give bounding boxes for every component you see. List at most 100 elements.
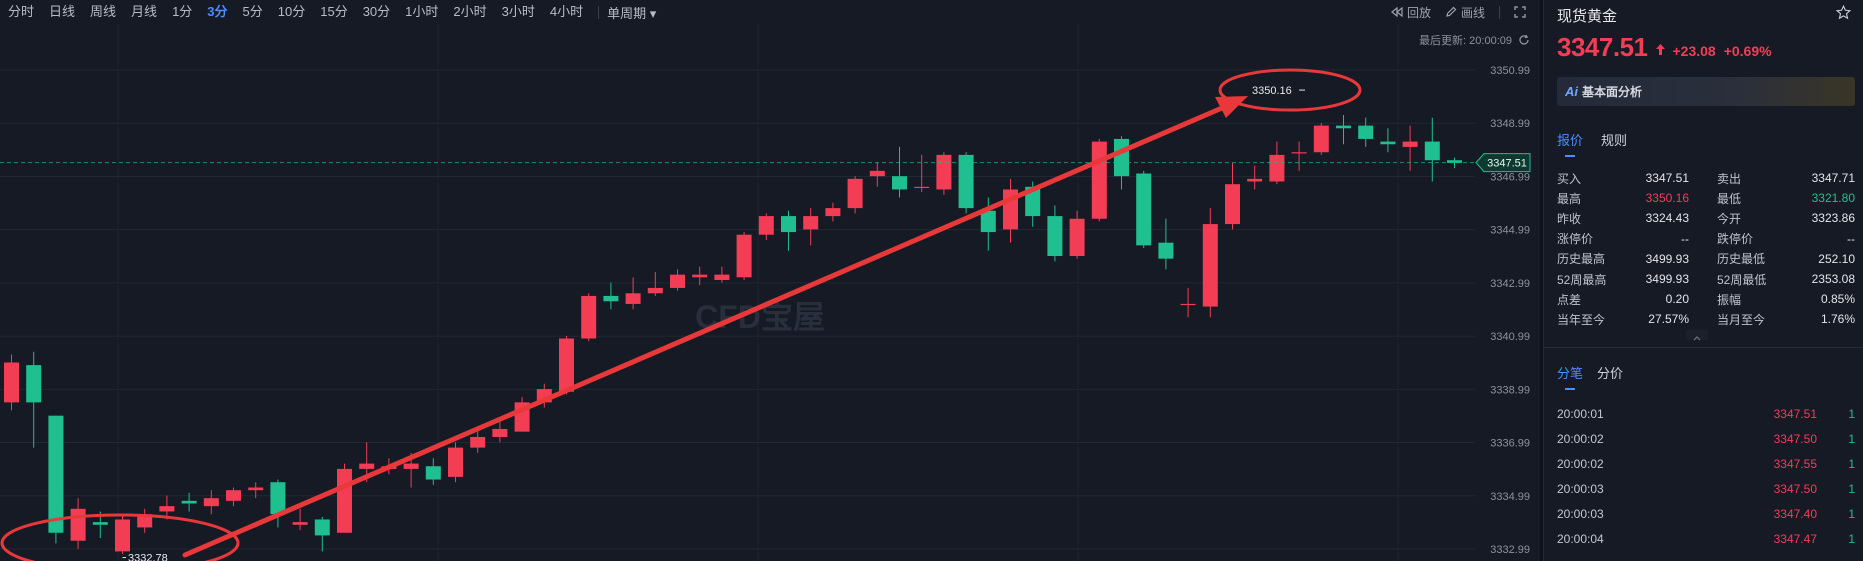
quote-value: 0.20 xyxy=(1665,292,1689,307)
candle-body xyxy=(559,338,574,392)
tick-vol: 1 xyxy=(1848,482,1855,496)
period-3[interactable]: 月线 xyxy=(131,4,158,19)
period-4[interactable]: 1分 xyxy=(172,4,193,19)
candle-body xyxy=(425,466,441,480)
ai-fundamental-analysis-button[interactable]: Ai 基本面分析 xyxy=(1557,77,1855,106)
candle-body xyxy=(825,208,841,217)
quote-label: 买入 xyxy=(1557,171,1582,186)
chart-tools: 回放 画线 xyxy=(1377,0,1530,24)
chart-area[interactable]: 3350.99 3348.99 3346.99 3344.99 3342.99 3340.… xyxy=(0,0,1540,561)
single-period-dropdown[interactable]: 单周期 ▾ xyxy=(607,5,657,21)
refresh-icon[interactable] xyxy=(1518,34,1530,46)
candle-body xyxy=(492,428,508,437)
candle-body xyxy=(337,468,352,533)
y-tick-label: 3342.99 xyxy=(1490,278,1530,290)
candle-body xyxy=(203,498,219,507)
period-11[interactable]: 2小时 xyxy=(453,4,487,19)
tick-time: 20:00:03 xyxy=(1557,507,1604,521)
quote-label: 当年至今 xyxy=(1557,312,1606,327)
quote-value: 3323.86 xyxy=(1811,211,1855,226)
candle-body xyxy=(48,415,64,533)
tick-price: 3347.50 xyxy=(1773,482,1817,496)
low-annotation: 3332.78 xyxy=(128,553,168,561)
period-2[interactable]: 周线 xyxy=(90,4,117,19)
trend-arrow-shaft xyxy=(182,105,1225,558)
period-9[interactable]: 30分 xyxy=(362,4,391,19)
pencil-icon xyxy=(1446,6,1457,17)
candle-body xyxy=(1047,216,1063,257)
replay-label: 回放 xyxy=(1406,5,1431,20)
candle-body xyxy=(1158,242,1174,259)
collapse-handle[interactable] xyxy=(1686,330,1708,341)
candle-body xyxy=(137,514,153,528)
candle-body xyxy=(936,154,952,190)
quote-row: 历史最高 3499.93 历史最低 252.10 xyxy=(1557,249,1855,269)
period-6[interactable]: 5分 xyxy=(242,4,263,19)
period-0[interactable]: 分时 xyxy=(8,4,35,19)
period-7[interactable]: 10分 xyxy=(277,4,306,19)
chevron-up-icon xyxy=(1693,336,1701,341)
candle-body xyxy=(914,186,930,189)
quote-label: 当月至今 xyxy=(1717,312,1766,327)
period-1[interactable]: 日线 xyxy=(49,4,76,19)
quote-value: 2353.08 xyxy=(1811,272,1855,287)
y-tick-label: 3338.99 xyxy=(1490,384,1530,396)
candle-body xyxy=(847,178,863,209)
candle-body xyxy=(270,482,286,515)
draw-line-button[interactable]: 画线 xyxy=(1445,4,1485,21)
ai-logo-icon: Ai xyxy=(1565,84,1578,99)
quote-row: 涨停价 -- 跌停价 -- xyxy=(1557,229,1855,249)
candle-body xyxy=(670,274,685,288)
tab-rules[interactable]: 规则 xyxy=(1601,133,1628,148)
tick-time: 20:00:02 xyxy=(1557,457,1604,471)
candle-body xyxy=(248,487,264,491)
panel-divider[interactable] xyxy=(1540,0,1543,561)
period-8[interactable]: 15分 xyxy=(320,4,348,19)
tab-price-distribution[interactable]: 分价 xyxy=(1597,366,1624,381)
candle-body xyxy=(448,447,463,477)
period-10[interactable]: 1小时 xyxy=(405,4,439,19)
quote-panel: 现货黄金 3347.51 +23.08 +0.69% Ai 基本面分析 报价 规… xyxy=(1543,0,1863,561)
quote-row: 买入 3347.51 卖出 3347.71 xyxy=(1557,168,1855,188)
replay-button[interactable]: 回放 xyxy=(1391,4,1431,21)
period-toolbar: 分时 日线 周线 月线 1分 3分 5分 10分 15分 30分 1小时 2小时 3小时 4小时 单周期 … xyxy=(0,0,1540,24)
y-tick-label: 3346.99 xyxy=(1490,171,1530,183)
tick-row: 20:00:02 3347.55 1 xyxy=(1557,455,1855,473)
tab-ticks[interactable]: 分笔 xyxy=(1557,363,1583,390)
tick-price: 3347.55 xyxy=(1773,457,1817,471)
candle-body xyxy=(1269,154,1285,182)
period-12[interactable]: 3小时 xyxy=(501,4,535,19)
toolbar-divider xyxy=(1499,5,1500,19)
section-divider xyxy=(1544,347,1863,348)
period-5[interactable]: 3分 xyxy=(207,4,228,19)
quote-label: 昨收 xyxy=(1557,211,1582,226)
period-13[interactable]: 4小时 xyxy=(549,4,584,19)
tab-quote[interactable]: 报价 xyxy=(1557,130,1583,157)
candle-body xyxy=(4,362,19,403)
tick-time: 20:00:02 xyxy=(1557,432,1604,446)
tick-list[interactable]: 20:00:01 3347.51 1 20:00:02 3347.50 1 20:00:02… xyxy=(1557,385,1855,561)
fullscreen-icon xyxy=(1514,6,1526,18)
quote-tabs: 报价 规则 xyxy=(1557,130,1645,157)
tick-vol: 1 xyxy=(1848,407,1855,421)
tick-vol: 1 xyxy=(1848,457,1855,471)
quote-grid: 买入 3347.51 卖出 3347.71 最高 3350.16 最低 3321.80 昨收 33… xyxy=(1557,168,1855,330)
candle-body xyxy=(1402,141,1418,147)
candle-body xyxy=(1180,303,1196,306)
candle-body xyxy=(1313,125,1329,153)
last-price: 3347.51 xyxy=(1557,32,1648,62)
last-update-text: 最后更新: 20:00:09 xyxy=(1419,35,1512,47)
candle-body xyxy=(958,154,974,209)
candle-body xyxy=(803,216,819,230)
rewind-icon xyxy=(1391,7,1403,17)
quote-label: 涨停价 xyxy=(1557,232,1594,247)
candle-body xyxy=(292,522,308,525)
quote-label: 最低 xyxy=(1717,191,1742,206)
fullscreen-button[interactable] xyxy=(1514,6,1530,18)
quote-value: 27.57% xyxy=(1648,312,1689,327)
candle-body xyxy=(181,500,197,504)
tick-vol: 1 xyxy=(1848,507,1855,521)
star-icon[interactable] xyxy=(1836,5,1851,20)
candlestick-chart[interactable]: 3350.99 3348.99 3346.99 3344.99 3342.99 3340.… xyxy=(0,0,1540,561)
y-tick-label: 3334.99 xyxy=(1490,491,1530,503)
